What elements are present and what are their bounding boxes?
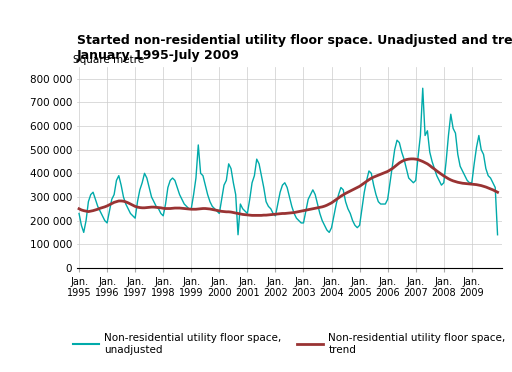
Text: Square metre: Square metre [73, 55, 144, 65]
Legend: Non-residential utility floor space,
unadjusted, Non-residential utility floor s: Non-residential utility floor space, una… [69, 329, 510, 359]
Text: Started non-residential utility floor space. Unadjusted and trend.
January 1995-: Started non-residential utility floor sp… [77, 33, 512, 62]
